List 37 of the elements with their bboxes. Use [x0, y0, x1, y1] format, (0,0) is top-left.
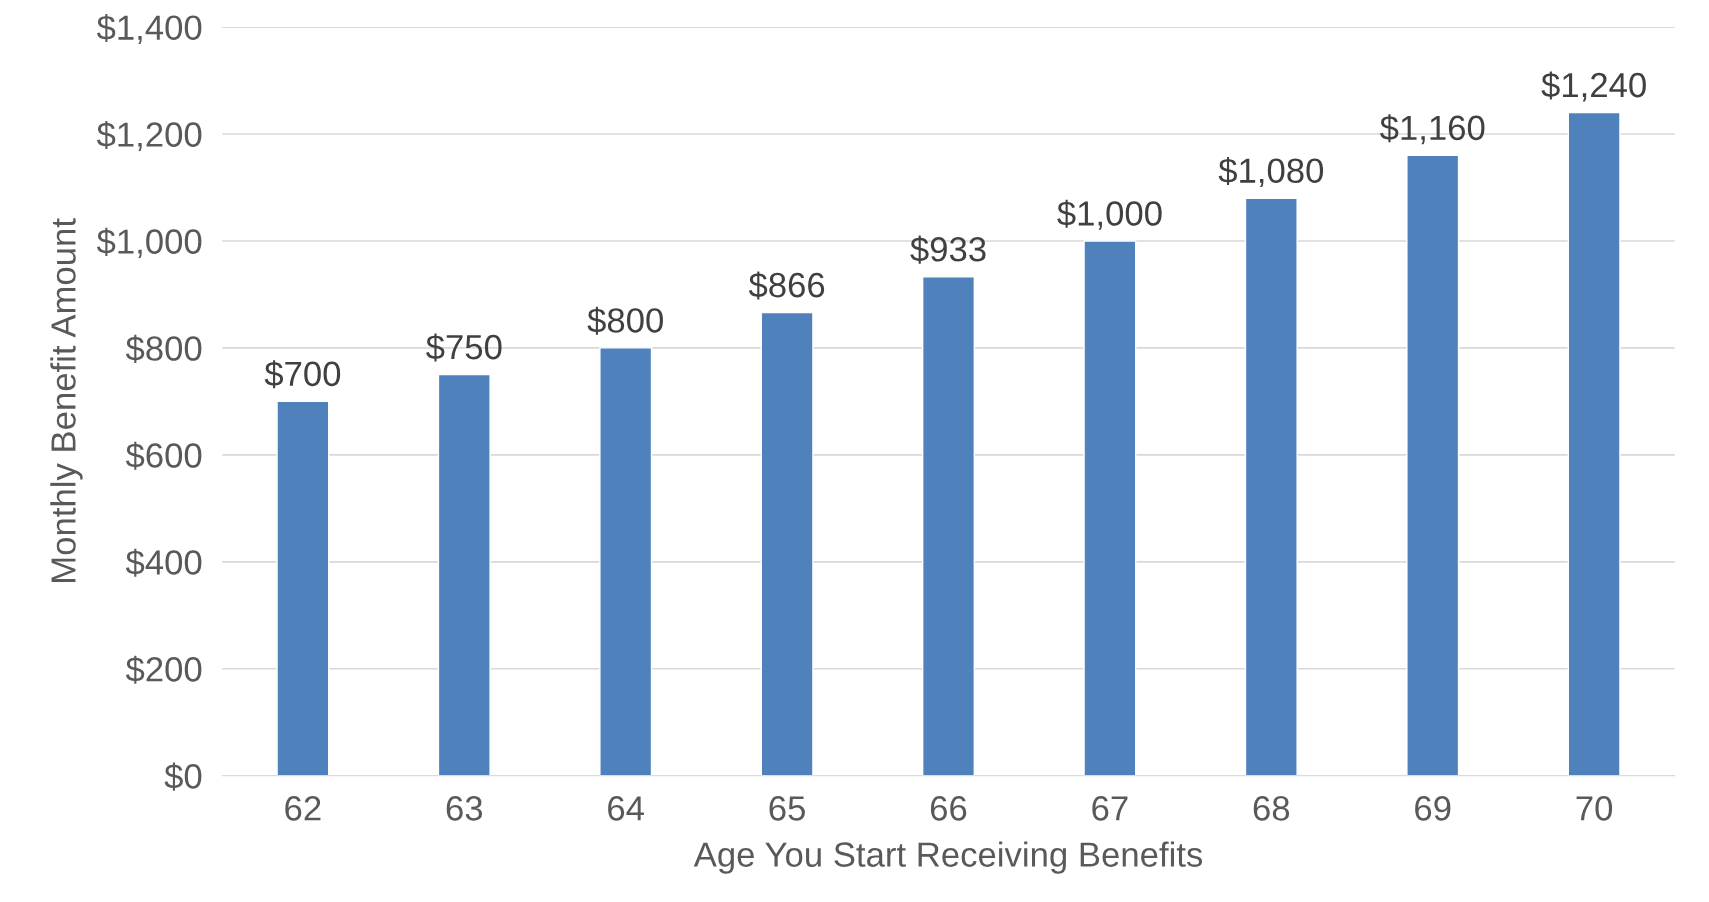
bar	[921, 276, 976, 776]
bar	[437, 373, 491, 776]
x-tick-label: 66	[930, 796, 967, 821]
bar	[1244, 197, 1298, 776]
y-tick-label: $0	[164, 762, 202, 791]
y-tick-label: $1,200	[96, 120, 202, 152]
x-axis-title: Age You Start Receiving Benefits	[693, 841, 1203, 874]
data-label: $933	[910, 235, 986, 264]
data-label: $1,080	[1218, 156, 1324, 188]
data-label: $866	[748, 271, 825, 300]
bar	[599, 347, 653, 776]
data-label: $1,240	[1541, 71, 1646, 102]
y-tick-label: $600	[125, 441, 202, 470]
y-tick-label: $1,000	[96, 227, 202, 258]
x-tick-label: 70	[1576, 796, 1613, 821]
x-tick-label: 65	[769, 796, 805, 821]
x-tick-label: 63	[446, 796, 483, 821]
data-label: $700	[264, 360, 341, 389]
bar	[1083, 240, 1137, 776]
bar	[276, 400, 330, 776]
y-tick-label: $200	[125, 655, 202, 684]
x-tick-label: 69	[1415, 796, 1451, 821]
y-tick-label: $1,400	[96, 13, 202, 45]
x-tick-label: 64	[608, 796, 644, 821]
x-tick-label: 67	[1092, 796, 1128, 821]
bar	[760, 311, 814, 776]
bar	[1567, 111, 1621, 776]
data-label: $750	[426, 333, 502, 362]
x-tick-label: 68	[1253, 796, 1290, 821]
y-tick-label: $800	[125, 334, 202, 363]
y-axis-title: Monthly Benefit Amount	[50, 218, 83, 582]
data-label: $1,160	[1379, 114, 1485, 145]
data-label: $1,000	[1057, 199, 1162, 230]
y-tick-label: $400	[125, 548, 202, 577]
x-tick-label: 62	[285, 796, 321, 821]
bar	[1406, 154, 1460, 776]
data-label: $800	[587, 306, 663, 335]
